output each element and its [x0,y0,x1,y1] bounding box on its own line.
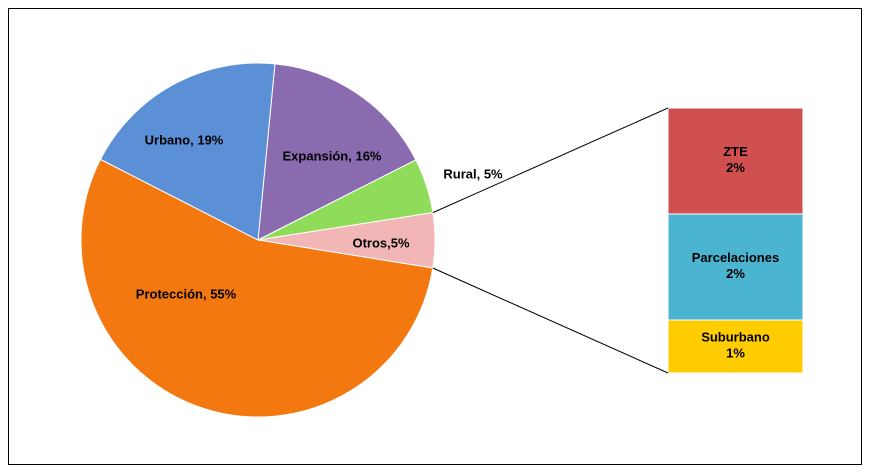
bar-category: Suburbano [701,330,770,345]
pie-slice [99,62,276,241]
connector-line [432,267,669,374]
bar-label: Suburbano 1% [701,330,770,361]
bar-segment [667,213,804,321]
pie-slice [257,63,417,241]
bar-category: ZTE [723,145,748,160]
bar-segment [667,319,804,374]
bar-value: 2% [726,160,745,175]
bar-label: ZTE 2% [723,145,748,176]
bar-value: 2% [726,266,745,281]
data-label: Otros,5% [352,235,410,250]
bar-label: Parcelaciones 2% [692,251,779,282]
data-label: Expansión, 16% [283,148,382,163]
data-label: Rural, 5% [443,166,503,181]
data-label: Protección, 55% [136,286,237,301]
connector-line [432,107,669,214]
bar-segment [667,107,804,215]
bar-value: 1% [726,346,745,361]
bar-category: Parcelaciones [692,251,779,266]
data-label: Urbano, 19% [145,132,224,147]
pie-slice [80,158,434,418]
